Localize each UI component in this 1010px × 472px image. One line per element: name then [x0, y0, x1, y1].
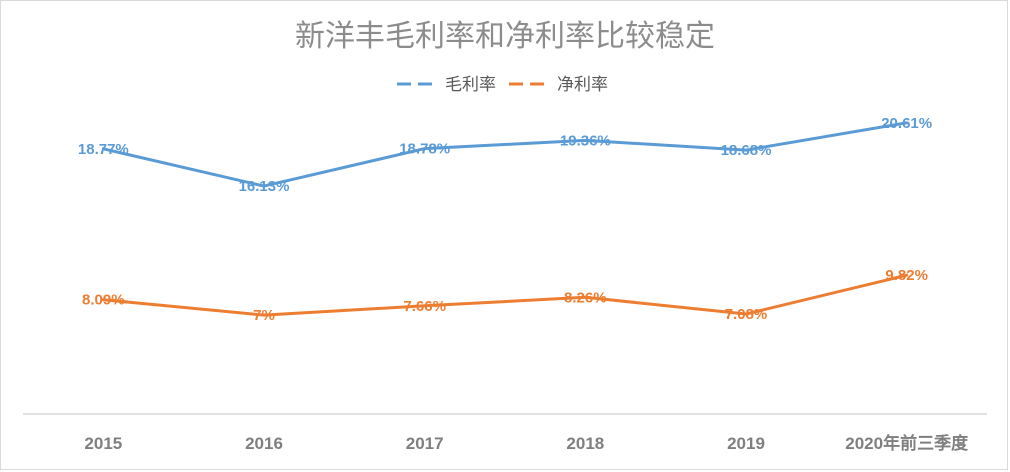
data-label: 8.26%: [564, 289, 607, 306]
legend-label-net-margin: 净利率: [557, 75, 608, 95]
x-tick-label: 2019: [727, 434, 765, 453]
data-label: 19.36%: [560, 132, 611, 149]
chart-title: 新洋丰毛利率和净利率比较稳定: [295, 19, 715, 54]
x-tick-label: 2017: [406, 434, 444, 453]
data-label: 18.78%: [399, 141, 450, 158]
legend: 毛利率 净利率: [397, 75, 608, 95]
data-label: 18.77%: [78, 141, 129, 158]
x-tick-label: 2018: [566, 434, 604, 453]
data-label: 7.66%: [403, 298, 446, 315]
data-label: 9.82%: [885, 267, 928, 284]
legend-label-gross-margin: 毛利率: [445, 75, 496, 95]
series-lines: [101, 121, 909, 317]
data-labels: 18.77% 16.13% 18.78% 19.36% 18.68% 20.61% 8.09…: [78, 115, 932, 324]
x-tick-label: 2015: [84, 434, 122, 453]
data-label: 7.08%: [725, 306, 768, 323]
series-line-gross-margin: [101, 121, 909, 188]
data-label: 16.13%: [239, 178, 290, 195]
x-tick-label: 2020年前三季度: [845, 433, 969, 453]
data-label: 7%: [253, 307, 275, 324]
data-label: 18.68%: [721, 142, 772, 159]
series-line-net-margin: [101, 273, 909, 317]
x-axis-ticks: 2015 2016 2017 2018 2019 2020年前三季度: [84, 433, 969, 453]
data-label: 20.61%: [881, 115, 932, 132]
x-tick-label: 2016: [245, 434, 283, 453]
data-label: 8.09%: [82, 292, 125, 309]
